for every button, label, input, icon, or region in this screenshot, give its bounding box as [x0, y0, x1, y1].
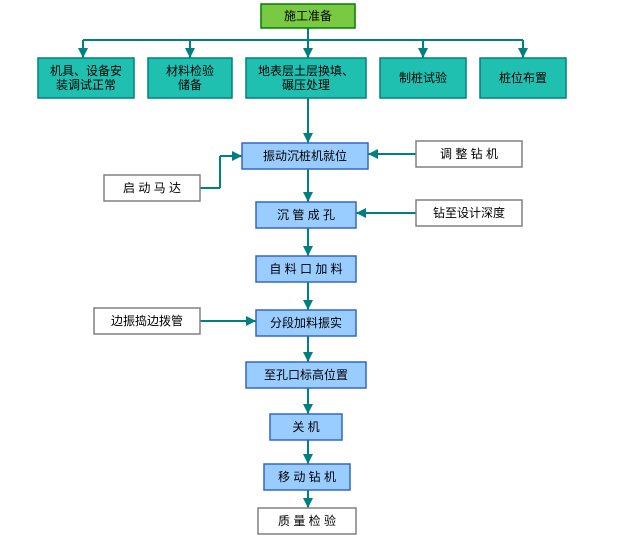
- node-label: 移 动 钻 机: [278, 469, 336, 484]
- node-label: 材料检验: [166, 63, 214, 78]
- node-n3: 地表层土层换填、碾压处理: [246, 58, 366, 98]
- node-label: 质 量 检 验: [278, 513, 336, 528]
- node-n5: 桩位布置: [480, 58, 566, 98]
- node-n6: 振动沉桩机就位: [242, 143, 368, 169]
- node-label: 边振捣边拨管: [111, 313, 183, 328]
- node-label: 启 动 马 达: [123, 181, 181, 195]
- node-label: 机具、设备安: [50, 63, 122, 78]
- node-n11: 自 料 口 加 料: [256, 256, 356, 282]
- node-label: 储备: [178, 77, 202, 92]
- flowchart: 施工准备机具、设备安装调试正常材料检验储备地表层土层换填、碾压处理制桩试验桩位布…: [0, 0, 625, 538]
- node-label: 钻至设计深度: [433, 205, 505, 220]
- node-n4: 制桩试验: [380, 58, 466, 98]
- node-label: 施工准备: [284, 9, 332, 23]
- node-n8: 启 动 马 达: [104, 175, 200, 201]
- node-label: 桩位布置: [499, 70, 547, 85]
- node-n7: 调 整 钻 机: [416, 141, 522, 167]
- node-label: 调 整 钻 机: [440, 146, 498, 161]
- node-label: 装调试正常: [56, 77, 116, 92]
- node-n12: 边振捣边拨管: [94, 308, 200, 334]
- node-n10: 钻至设计深度: [416, 200, 522, 226]
- node-n14: 至孔口标高位置: [246, 362, 366, 388]
- node-label: 沉 管 成 孔: [277, 207, 335, 222]
- node-label: 关 机: [292, 420, 319, 434]
- node-n1: 机具、设备安装调试正常: [38, 58, 134, 98]
- node-n2: 材料检验储备: [148, 58, 232, 98]
- node-label: 自 料 口 加 料: [269, 262, 342, 276]
- node-n9: 沉 管 成 孔: [256, 202, 356, 228]
- node-label: 至孔口标高位置: [264, 367, 348, 382]
- node-n13: 分段加料振实: [256, 310, 356, 336]
- node-label: 碾压处理: [282, 78, 330, 92]
- node-label: 制桩试验: [399, 70, 447, 85]
- node-n16: 移 动 钻 机: [264, 464, 350, 490]
- node-n17: 质 量 检 验: [258, 508, 356, 534]
- node-label: 振动沉桩机就位: [263, 148, 347, 163]
- node-label: 地表层土层换填、: [258, 64, 354, 78]
- node-n15: 关 机: [270, 414, 342, 440]
- node-n0: 施工准备: [261, 4, 355, 28]
- node-label: 分段加料振实: [270, 315, 342, 330]
